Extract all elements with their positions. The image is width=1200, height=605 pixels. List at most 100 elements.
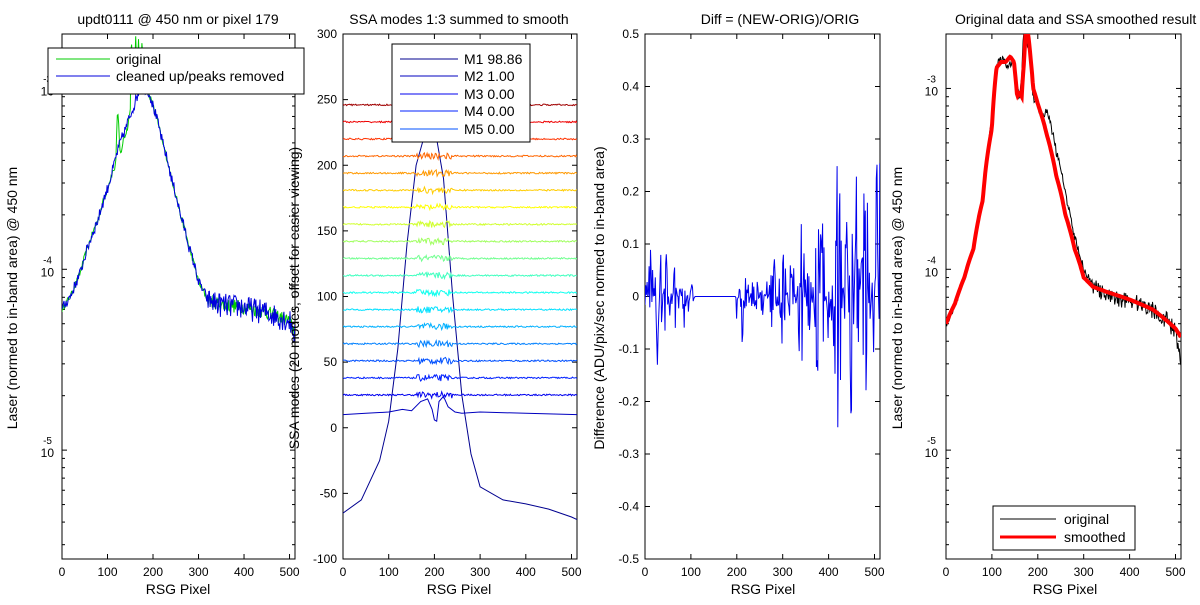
panel-3: Diff = (NEW-ORIG)/ORIG 0 100 200 300 400 500 -… [591,11,885,597]
series-line-13 [343,219,577,229]
panel-2-legend-label-m2: M2 1.00 [464,68,515,84]
x-tick-label: 300 [189,565,209,579]
series-line-1 [343,125,577,521]
series-line-16 [343,168,577,178]
x-tick-label: 0 [943,565,950,579]
series-line-17 [343,151,577,161]
panel-1-legend-label-original: original [116,51,161,67]
series-line-2 [343,395,577,423]
series-line-6 [343,339,577,349]
y-tick-label: 10 [925,446,939,460]
x-tick-label: 200 [727,565,747,579]
panel-1-title: updt0111 @ 450 nm or pixel 179 [77,11,278,27]
panel-1: updt0111 @ 450 nm or pixel 179 0 100 200 30… [4,11,305,597]
y-tick-label: -0.4 [618,500,639,514]
x-tick-label: 0 [340,565,347,579]
y-tick-label-exponent: -5 [43,436,52,447]
panel-2-y-axis-label: SSA modes (20 modes, offset for easier v… [286,147,302,449]
panel-2-x-axis-label: RSG Pixel [427,581,492,597]
series-line-2 [62,84,295,342]
y-tick-label-exponent: -4 [927,255,936,266]
x-tick-label: 200 [424,565,444,579]
x-tick-label: 500 [280,565,300,579]
series-line-14 [343,202,577,212]
panel-2-title: SSA modes 1:3 summed to smooth [349,11,568,27]
panel-4-legend-label-smoothed: smoothed [1064,529,1125,545]
y-tick-label: 0.2 [622,185,639,199]
x-tick-label: 300 [773,565,793,579]
y-tick-label: 300 [317,27,337,41]
series-line-5 [343,356,577,366]
x-tick-label: 300 [470,565,490,579]
y-tick-label-exponent: -4 [43,255,52,266]
series-line-15 [343,185,577,196]
y-tick-label: 150 [317,224,337,238]
series-line-11 [343,254,577,263]
panel-4-title: Original data and SSA smoothed result [955,11,1196,27]
series-group [62,36,295,342]
plot-frame [61,33,296,560]
panel-2: SSA modes 1:3 summed to smooth 0 100 200 30… [286,11,582,597]
y-tick-label: 0.5 [622,27,639,41]
y-tick-label: 200 [317,158,337,172]
x-tick-label: 100 [681,565,701,579]
x-tick-label: 100 [97,565,117,579]
panel-1-legend [47,47,305,95]
panel-1-x-axis-label: RSG Pixel [146,581,211,597]
y-tick-label: 0 [330,421,337,435]
x-tick-label: 500 [562,565,582,579]
y-tick-label: 0.1 [622,237,639,251]
series-line-7 [343,322,577,332]
panel-2-legend-label-m3: M3 0.00 [464,86,515,102]
panel-3-x-axis-label: RSG Pixel [731,581,796,597]
series-line-9 [343,288,577,298]
x-tick-label: 100 [379,565,399,579]
series-group [946,34,1181,366]
y-tick-label: -0.1 [618,342,639,356]
series-line-12 [343,237,577,246]
y-tick-label: 0 [632,290,639,304]
panel-1-legend-label-cleaned: cleaned up/peaks removed [116,68,284,84]
x-tick-label: 200 [1028,565,1048,579]
x-tick-label: 400 [819,565,839,579]
y-tick-label: 10 [925,84,939,98]
y-tick-label-exponent: -3 [927,74,936,85]
x-tick-label: 0 [642,565,649,579]
panel-2-legend-label-m4: M4 0.00 [464,103,515,119]
series-line-4 [343,373,577,382]
panel-2-plot-area: 0 100 200 300 400 500 -100 -50 0 50 100 150 200 250 30… [313,27,582,579]
series-line-3 [343,390,577,400]
panel-4-legend [992,505,1136,551]
plot-frame [945,33,1182,560]
series-line-8 [343,306,577,314]
y-tick-label: 10 [41,446,55,460]
series-line-2 [946,34,1181,339]
x-tick-label: 100 [982,565,1002,579]
x-tick-label: 300 [1074,565,1094,579]
series-line-10 [343,271,577,281]
y-tick-label: -100 [313,552,337,566]
x-tick-label: 400 [1120,565,1140,579]
y-tick-label: 50 [324,355,338,369]
panel-1-y-axis-label: Laser (normed to in-band area) @ 450 nm [4,167,20,429]
y-tick-label: 250 [317,93,337,107]
x-tick-label: 0 [59,565,66,579]
x-tick-label: 400 [516,565,536,579]
x-tick-label: 500 [1165,565,1185,579]
y-tick-label: -0.5 [618,552,639,566]
y-tick-label: -0.3 [618,447,639,461]
panel-3-y-axis-label: Difference (ADU/pix/sec normed to in-ban… [591,146,607,449]
y-tick-label: 10 [925,265,939,279]
y-tick-label: -50 [320,486,338,500]
panel-2-legend [391,43,531,143]
panel-4-x-axis-label: RSG Pixel [1033,581,1098,597]
y-tick-label: 10 [41,265,55,279]
y-tick-label: 0.3 [622,132,639,146]
y-tick-label: 0.4 [622,80,639,94]
panel-4: Original data and SSA smoothed result 0 1… [889,11,1196,597]
